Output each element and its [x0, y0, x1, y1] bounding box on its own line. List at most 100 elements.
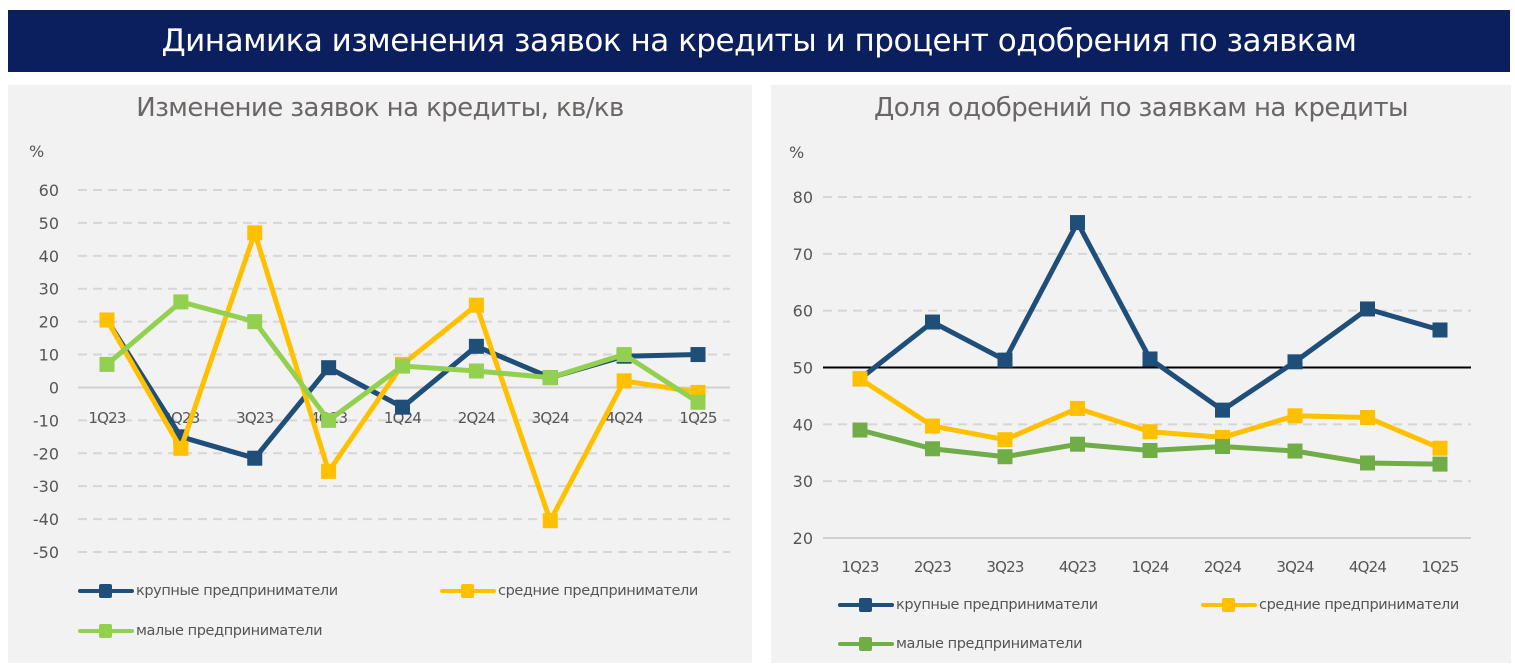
y-tick-label: 50 — [39, 214, 59, 233]
data-point — [247, 450, 263, 466]
data-point — [852, 422, 868, 438]
y-axis-unit: % — [29, 142, 45, 161]
series-line — [858, 217, 1441, 414]
x-tick-label: 1Q23 — [841, 558, 878, 576]
data-point — [321, 412, 337, 428]
legend-label: средние предприниматели — [1259, 597, 1459, 613]
data-point — [542, 370, 558, 386]
y-tick-label: 60 — [793, 302, 813, 321]
series-large — [852, 215, 1448, 418]
legend-label: малые предприниматели — [896, 636, 1083, 652]
legend-swatch-medium — [440, 584, 496, 598]
data-point — [173, 440, 189, 456]
series-line — [104, 318, 699, 462]
data-point — [468, 363, 484, 379]
data-point — [997, 352, 1013, 368]
data-point — [1360, 455, 1375, 471]
y-tick-label: 40 — [793, 415, 813, 434]
data-point — [1360, 301, 1375, 317]
y-tick-label: -20 — [33, 444, 59, 463]
x-tick-label: 2Q24 — [458, 409, 495, 427]
series-small — [852, 422, 1448, 472]
legend-item-small: малые предприниматели — [78, 623, 323, 639]
data-point — [690, 347, 706, 363]
y-tick-label: 60 — [39, 181, 59, 200]
y-tick-label: 0 — [49, 378, 59, 397]
y-tick-label: 40 — [39, 247, 59, 266]
legend-label: средние предприниматели — [498, 583, 698, 599]
data-point — [321, 360, 337, 376]
data-point — [173, 294, 189, 310]
data-point — [1215, 402, 1230, 418]
data-point — [99, 356, 115, 372]
data-point — [1070, 215, 1085, 231]
x-tick-label: 4Q24 — [606, 409, 643, 427]
y-tick-label: 70 — [793, 245, 813, 264]
y-axis-unit: % — [789, 143, 805, 162]
legend-label: крупные предприниматели — [896, 597, 1098, 613]
x-tick-label: 1Q24 — [1131, 558, 1168, 576]
y-tick-label: 10 — [39, 346, 59, 365]
data-point — [1432, 440, 1448, 456]
x-tick-label: 2Q23 — [914, 558, 951, 576]
data-point — [395, 399, 410, 415]
legend-item-medium: средние предприниматели — [440, 583, 698, 599]
legend-item-small: малые предприниматели — [838, 636, 1083, 652]
chart-title: Изменение заявок на кредиты, кв/кв — [136, 93, 624, 123]
chart-approval-share: 80 70 60 50 40 30 20 1Q23 2Q23 3Q23 4Q23 1Q24 2Q24 3Q… — [793, 188, 1471, 576]
legend-swatch-medium — [1201, 598, 1257, 612]
series-small — [99, 294, 706, 428]
y-tick-label: 50 — [793, 359, 813, 378]
x-tick-label: 3Q24 — [532, 409, 569, 427]
y-tick-label: 30 — [39, 280, 59, 299]
data-point — [99, 312, 115, 328]
legend-swatch-small — [78, 624, 134, 638]
chart-title: Доля одобрений по заявкам на кредиты — [874, 93, 1408, 123]
y-tick-label: 30 — [793, 472, 813, 491]
data-point — [1432, 322, 1448, 338]
y-tick-label: 20 — [793, 529, 813, 548]
data-point — [1287, 354, 1303, 370]
series-large — [99, 312, 706, 466]
data-point — [925, 441, 940, 457]
chart-panel-approval-share: 80 70 60 50 40 30 20 1Q23 2Q23 3Q23 4Q23 1Q24 2Q24 3Q… — [771, 85, 1511, 663]
x-tick-label: 3Q23 — [986, 558, 1023, 576]
x-tick-label: 1Q23 — [88, 409, 125, 427]
data-point — [997, 432, 1013, 448]
x-tick-label: 4Q23 — [1059, 558, 1096, 576]
data-point — [616, 347, 632, 363]
data-point — [1142, 442, 1158, 458]
data-point — [1070, 400, 1085, 416]
y-tick-label: -40 — [33, 510, 59, 529]
legend-label: крупные предприниматели — [136, 583, 338, 599]
data-point — [1215, 438, 1230, 454]
series-medium — [852, 371, 1448, 456]
x-tick-label: 3Q24 — [1276, 558, 1313, 576]
banner-title: Динамика изменения заявок на кредиты и п… — [8, 10, 1510, 72]
x-tick-label: 2Q24 — [1204, 558, 1241, 576]
x-tick-label: 1Q25 — [1421, 558, 1458, 576]
data-point — [468, 297, 484, 313]
data-point — [1360, 410, 1375, 426]
data-point — [1287, 443, 1303, 459]
x-tick-label: 1Q25 — [679, 409, 716, 427]
chart-panel-applications-change: 60 50 40 30 20 10 0 -10 -20 -30 -40 -50 1Q23 2Q23 3Q23… — [8, 85, 752, 663]
data-point — [925, 314, 940, 330]
y-tick-label: 80 — [793, 188, 813, 207]
series-line — [104, 224, 699, 528]
data-point — [247, 225, 263, 241]
legend-swatch-large — [78, 584, 134, 598]
data-point — [690, 394, 706, 410]
y-tick-label: -50 — [33, 543, 59, 562]
data-point — [616, 373, 632, 389]
data-point — [247, 314, 263, 330]
y-tick-label: 20 — [39, 313, 59, 332]
series-medium — [99, 224, 706, 529]
legend-swatch-small — [838, 637, 894, 651]
legend-swatch-large — [838, 598, 894, 612]
x-tick-label: 1Q24 — [384, 409, 421, 427]
data-point — [1432, 456, 1448, 472]
data-point — [321, 463, 337, 479]
data-point — [1070, 436, 1085, 452]
